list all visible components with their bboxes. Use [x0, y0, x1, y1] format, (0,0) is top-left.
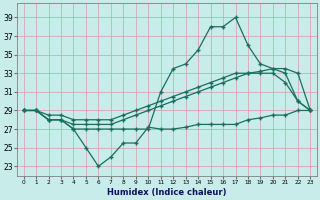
X-axis label: Humidex (Indice chaleur): Humidex (Indice chaleur) [107, 188, 227, 197]
